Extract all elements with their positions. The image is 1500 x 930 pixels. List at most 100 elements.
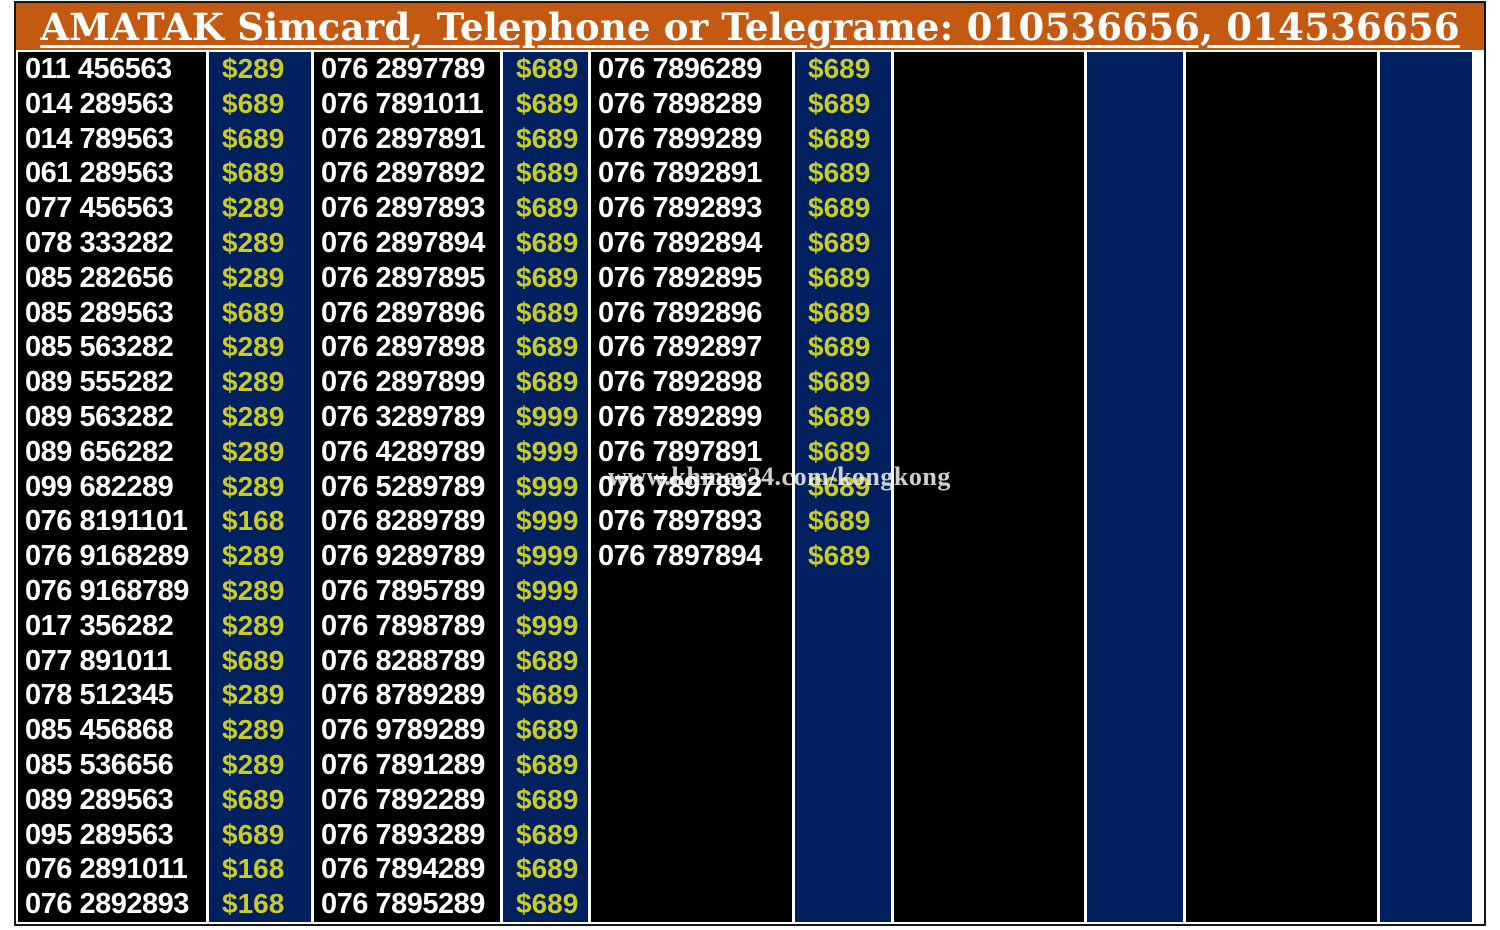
- phone-number-cell: 076 9168789: [25, 574, 189, 607]
- phone-number-cell: 085 536656: [25, 748, 174, 781]
- phone-number-cell: 076 8288789: [321, 644, 485, 677]
- price-cell: $999: [516, 505, 579, 537]
- phone-number-cell: 076 2897892: [321, 157, 485, 190]
- phone-number-cell: 076 9789289: [321, 714, 485, 747]
- price-cell: $689: [808, 226, 871, 258]
- phone-number-cell: 076 7897892: [598, 470, 762, 503]
- phone-number-cell: 089 555282: [25, 366, 174, 399]
- price-cell: $689: [808, 87, 871, 119]
- price-cell: $289: [222, 470, 285, 502]
- number-column-4: [894, 52, 1084, 922]
- price-column-1: $289 $689 $689 $689 $289 $289 $289 $689 $289 $289…: [209, 52, 311, 922]
- price-cell: $999: [516, 435, 579, 467]
- phone-number-cell: 014 289563: [25, 87, 174, 120]
- price-cell: $689: [516, 331, 579, 363]
- price-cell: $168: [222, 505, 285, 537]
- price-cell: $689: [222, 818, 285, 850]
- phone-number-cell: 085 563282: [25, 331, 174, 364]
- price-cell: $689: [516, 87, 579, 119]
- price-cell: $689: [516, 783, 579, 815]
- price-cell: $689: [808, 331, 871, 363]
- price-cell: $289: [222, 192, 285, 224]
- phone-number-cell: 076 7892898: [598, 366, 762, 399]
- price-cell: $289: [222, 679, 285, 711]
- phone-number-cell: 076 9289789: [321, 540, 485, 573]
- phone-number-cell: 078 512345: [25, 679, 174, 712]
- price-cell: $289: [222, 714, 285, 746]
- phone-number-cell: 076 2897893: [321, 192, 485, 225]
- price-cell: $168: [222, 853, 285, 885]
- price-cell: $689: [516, 818, 579, 850]
- price-cell: $689: [808, 505, 871, 537]
- phone-number-cell: 089 563282: [25, 400, 174, 433]
- price-cell: $289: [222, 748, 285, 780]
- phone-number-cell: 076 7896289: [598, 53, 762, 85]
- price-cell: $689: [516, 261, 579, 293]
- phone-number-cell: 076 7892289: [321, 783, 485, 816]
- phone-number-cell: 011 456563: [25, 53, 172, 85]
- price-cell: $289: [222, 400, 285, 432]
- price-cell: $689: [808, 157, 871, 189]
- phone-number-cell: 085 456868: [25, 714, 174, 747]
- phone-number-cell: 076 7893289: [321, 818, 485, 851]
- price-cell: $689: [516, 226, 579, 258]
- phone-number-cell: 076 2897789: [321, 53, 485, 85]
- header-banner: AMATAK Simcard, Telephone or Telegrame: …: [16, 3, 1484, 50]
- price-cell: $289: [222, 331, 285, 363]
- price-cell: $999: [516, 540, 579, 572]
- phone-number-cell: 076 7898289: [598, 87, 762, 120]
- price-cell: $689: [808, 53, 871, 84]
- phone-number-cell: 089 656282: [25, 435, 174, 468]
- phone-number-cell: 076 7899289: [598, 122, 762, 155]
- price-cell: $689: [516, 748, 579, 780]
- phone-number-cell: 076 7897894: [598, 540, 762, 573]
- price-cell: $689: [516, 888, 579, 920]
- phone-number-cell: 076 9168289: [25, 540, 189, 573]
- price-cell: $689: [808, 540, 871, 572]
- price-cell: $289: [222, 609, 285, 641]
- price-cell: $289: [222, 53, 285, 84]
- page-title: AMATAK Simcard, Telephone or Telegrame: …: [40, 4, 1460, 49]
- price-cell: $689: [808, 435, 871, 467]
- price-cell: $689: [516, 366, 579, 398]
- price-cell: $999: [516, 609, 579, 641]
- phone-number-cell: 017 356282: [25, 609, 174, 642]
- phone-number-cell: 076 2897898: [321, 331, 485, 364]
- phone-number-cell: 076 7897891: [598, 435, 762, 468]
- phone-number-cell: 099 682289: [25, 470, 174, 503]
- price-cell: $689: [808, 296, 871, 328]
- number-column-3: 076 7896289 076 7898289 076 7899289 076 789…: [591, 52, 792, 922]
- phone-number-cell: 076 7892896: [598, 296, 762, 329]
- table-body: 011 456563 014 289563 014 789563 061 289563…: [16, 52, 1484, 922]
- price-cell: $689: [222, 296, 285, 328]
- price-column-2: $689 $689 $689 $689 $689 $689 $689 $689 $689 $689…: [503, 52, 588, 922]
- phone-number-cell: 089 289563: [25, 783, 174, 816]
- number-column-1: 011 456563 014 289563 014 789563 061 289563…: [18, 52, 206, 922]
- price-cell: $689: [808, 470, 871, 502]
- price-cell: $689: [516, 157, 579, 189]
- price-list-table: AMATAK Simcard, Telephone or Telegrame: …: [14, 1, 1486, 926]
- number-column-2: 076 2897789 076 7891011 076 2897891 076 289…: [314, 52, 500, 922]
- price-cell: $999: [516, 574, 579, 606]
- phone-number-cell: 061 289563: [25, 157, 174, 190]
- phone-number-cell: 076 8289789: [321, 505, 485, 538]
- price-cell: $999: [516, 400, 579, 432]
- price-cell: $289: [222, 435, 285, 467]
- price-cell: $689: [516, 122, 579, 154]
- price-cell: $689: [516, 679, 579, 711]
- phone-number-cell: 076 7892895: [598, 261, 762, 294]
- price-cell: $689: [222, 87, 285, 119]
- phone-number-cell: 076 8789289: [321, 679, 485, 712]
- price-column-3: $689 $689 $689 $689 $689 $689 $689 $689 $689 $689…: [795, 52, 891, 922]
- phone-number-cell: 076 4289789: [321, 435, 485, 468]
- phone-number-cell: 076 8191101: [25, 505, 188, 538]
- price-cell: $689: [516, 192, 579, 224]
- price-cell: $289: [222, 366, 285, 398]
- price-cell: $689: [516, 714, 579, 746]
- phone-number-cell: 077 891011: [25, 644, 172, 677]
- price-cell: $999: [516, 470, 579, 502]
- price-cell: $689: [808, 122, 871, 154]
- phone-number-cell: 076 2891011: [25, 853, 188, 886]
- phone-number-cell: 076 2897895: [321, 261, 485, 294]
